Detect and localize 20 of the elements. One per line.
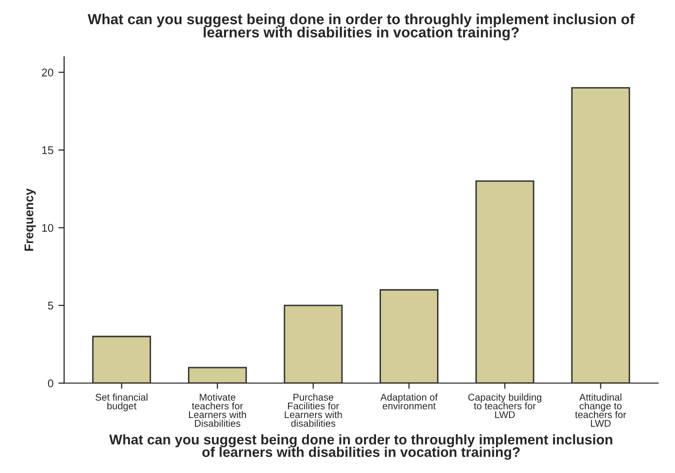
bar xyxy=(284,304,343,384)
bar xyxy=(92,336,152,384)
chart-title: What can you suggest being done in order to throughly implement inclusion of learners with disabilities in vocation training? xyxy=(88,14,635,40)
x-tick-label: Purchase Facilities for Learners with disabilities xyxy=(284,394,342,427)
y-tick-label: 15 xyxy=(42,146,54,154)
bar xyxy=(475,180,534,384)
x-tick-label: Attitudinal change to teachers for LWD xyxy=(575,394,626,427)
y-tick-label: 5 xyxy=(48,302,54,310)
x-tick-label: Capacity building to teachers for LWD xyxy=(468,394,542,418)
x-tick-label: Adaptation of environment xyxy=(380,394,438,410)
y-tick-label: 0 xyxy=(48,379,54,388)
y-axis-title: Frequency xyxy=(24,188,36,251)
x-axis-title: What can you suggest being done in order to throughly implement inclusion of learners with disabilities in vocation training? xyxy=(109,434,612,460)
x-tick-label: Set financial budget xyxy=(96,394,148,412)
y-tick-label: 20 xyxy=(42,68,54,76)
x-tick-label: Motivate teachers for Learners with Disabilities xyxy=(189,394,246,427)
y-tick-label: 10 xyxy=(42,224,54,232)
bar xyxy=(571,87,630,384)
bar xyxy=(380,289,438,384)
bar xyxy=(188,366,247,384)
